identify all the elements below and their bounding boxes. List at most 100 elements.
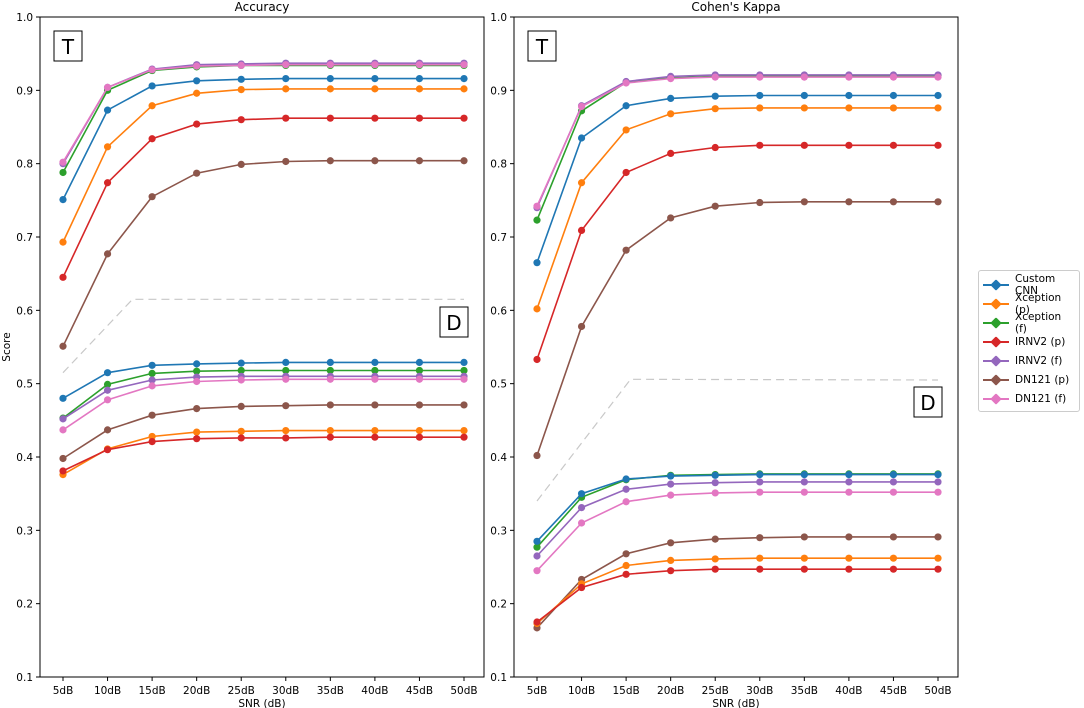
data-point xyxy=(667,94,675,102)
data-point xyxy=(711,202,719,210)
series-line xyxy=(536,568,938,623)
data-point xyxy=(711,73,719,81)
data-point xyxy=(237,61,245,69)
data-point xyxy=(533,202,541,210)
data-point xyxy=(577,322,586,331)
data-point xyxy=(148,432,156,441)
x-tick-label: 50dB xyxy=(450,685,477,697)
data-point xyxy=(533,451,541,460)
legend-label: Custom CNN xyxy=(1015,272,1056,297)
data-point xyxy=(756,198,764,207)
bottom-group-box xyxy=(913,386,943,418)
data-point xyxy=(103,380,112,388)
data-point xyxy=(59,168,67,177)
y-tick-label: 0.2 xyxy=(16,599,33,611)
data-point xyxy=(282,427,290,435)
data-point xyxy=(889,471,898,479)
data-point xyxy=(756,471,764,479)
data-point xyxy=(371,114,379,122)
legend-label: DN121 (f) xyxy=(1015,392,1067,405)
data-point xyxy=(193,428,201,436)
y-tick-label: 0.8 xyxy=(490,159,507,171)
series-line xyxy=(62,429,464,476)
data-point xyxy=(148,193,156,201)
data-point xyxy=(800,104,808,112)
data-point xyxy=(889,104,898,112)
data-point xyxy=(103,426,112,434)
data-point xyxy=(415,375,424,383)
y-tick-label: 0.2 xyxy=(490,599,507,611)
data-point xyxy=(326,358,334,366)
data-point xyxy=(415,85,424,93)
top-group-box xyxy=(527,30,557,62)
data-point xyxy=(59,426,67,434)
data-point xyxy=(533,618,541,626)
x-axis-label: SNR (dB) xyxy=(712,698,759,708)
data-point xyxy=(533,355,541,364)
data-point xyxy=(371,427,379,435)
data-point xyxy=(103,386,112,394)
data-point xyxy=(934,104,942,112)
data-point xyxy=(460,366,468,375)
data-point xyxy=(756,554,764,562)
data-point xyxy=(148,66,156,74)
series-line xyxy=(62,378,464,431)
data-point xyxy=(533,552,541,560)
data-point xyxy=(667,214,675,222)
data-point xyxy=(845,471,853,479)
data-point xyxy=(934,471,942,479)
data-point xyxy=(845,198,853,206)
data-point xyxy=(889,478,898,486)
data-point xyxy=(667,75,675,83)
x-tick-label: 35dB xyxy=(791,685,818,697)
chart-title: Accuracy xyxy=(235,0,290,14)
data-point xyxy=(326,114,334,122)
top-group-label: T xyxy=(535,35,549,59)
data-point xyxy=(415,61,424,69)
series-line xyxy=(62,88,464,243)
series-line xyxy=(62,159,464,347)
data-point xyxy=(622,126,630,134)
data-point xyxy=(148,82,156,90)
data-point xyxy=(148,135,156,143)
data-point xyxy=(800,73,808,81)
data-point xyxy=(103,250,112,258)
data-point xyxy=(934,488,942,496)
data-point xyxy=(371,85,379,93)
data-point xyxy=(59,454,67,463)
data-point xyxy=(622,498,630,506)
legend-item: Xception (f) xyxy=(983,311,1075,335)
data-point xyxy=(193,377,201,386)
data-point xyxy=(460,85,468,93)
series-line xyxy=(62,117,464,278)
data-point xyxy=(667,539,675,547)
data-point xyxy=(845,565,853,573)
data-point xyxy=(282,366,290,375)
data-point xyxy=(889,91,898,100)
data-point xyxy=(237,160,245,168)
data-point xyxy=(148,411,156,419)
data-point xyxy=(934,554,942,562)
data-point xyxy=(193,89,201,97)
x-tick-label: 5dB xyxy=(527,685,548,697)
data-point xyxy=(193,169,201,177)
series-line xyxy=(536,557,938,625)
series-line xyxy=(536,144,938,360)
divider-line xyxy=(62,298,464,374)
data-point xyxy=(800,198,808,206)
data-point xyxy=(460,427,468,435)
data-point xyxy=(103,446,112,454)
data-point xyxy=(800,533,808,541)
data-point xyxy=(326,75,334,83)
bottom-group-box xyxy=(439,306,469,338)
data-point xyxy=(103,83,112,91)
series-line xyxy=(62,404,464,460)
legend-label: Xception (p) xyxy=(1015,291,1062,316)
data-point xyxy=(415,433,424,441)
data-point xyxy=(193,62,201,70)
data-point xyxy=(667,567,675,575)
data-point xyxy=(415,358,424,366)
data-point xyxy=(148,102,156,110)
data-point xyxy=(711,565,719,573)
